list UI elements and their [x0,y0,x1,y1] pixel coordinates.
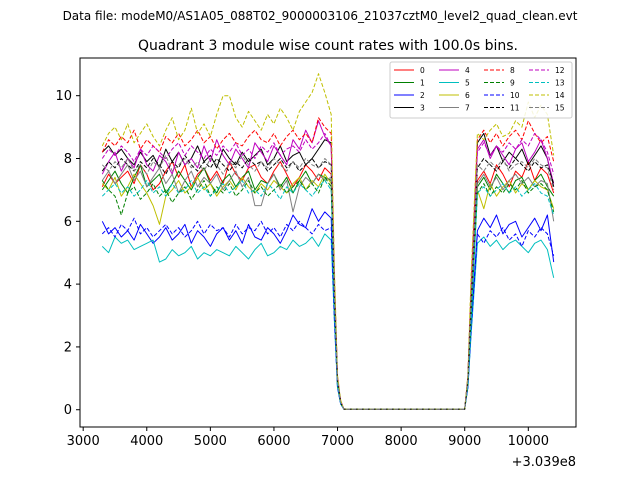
series-11-line [101,154,555,410]
x-tick-label: 8000 [385,434,418,449]
legend-label-2: 2 [420,91,425,100]
series-8-line [101,117,555,410]
legend-label-12: 12 [555,66,565,75]
ticks-layer: 3000 4000 5000 6000 7000 8000 9000 10000 0 2 4 6 8 10 [55,89,549,449]
legend-label-9: 9 [510,79,515,88]
x-offset-label: +3.039e8 [512,455,576,470]
y-tick-label: 2 [64,340,72,355]
legend-label-0: 0 [420,66,425,75]
legend-label-6: 6 [465,91,470,100]
y-tick-label: 4 [64,278,72,293]
legend-label-1: 1 [420,79,425,88]
series-5-line [101,233,555,410]
legend-label-11: 11 [510,104,520,113]
legend-label-15: 15 [555,104,565,113]
x-tick-label: 5000 [194,434,227,449]
plot-frame [79,57,577,428]
x-tick-label: 10000 [508,434,549,449]
x-tick-label: 4000 [130,434,163,449]
legend-label-8: 8 [510,66,515,75]
chart-title: Quadrant 3 module wise count rates with … [138,38,518,54]
legend-label-14: 14 [555,91,565,100]
x-tick-label: 7000 [321,434,354,449]
legend-label-13: 13 [555,79,565,88]
series-9-line [101,176,555,410]
y-tick-label: 8 [64,152,72,167]
x-tick-label: 6000 [257,434,290,449]
legend-box [389,61,573,119]
series-6-line [101,173,555,410]
series-14-line [101,73,555,410]
suptitle: Data file: modeM0/AS1A05_088T02_90000031… [63,9,578,23]
y-tick-label: 6 [64,215,72,230]
legend-label-3: 3 [420,104,425,113]
y-tick-label: 0 [64,403,72,418]
legend-label-10: 10 [510,91,520,100]
x-tick-label: 9000 [448,434,481,449]
legend-label-7: 7 [465,104,470,113]
legend-label-4: 4 [465,66,470,75]
series-layer [101,73,555,410]
x-tick-label: 3000 [67,434,100,449]
series-15-line [101,154,555,410]
series-10-line [101,217,555,410]
y-tick-label: 10 [55,89,72,104]
series-2-line [101,208,555,410]
legend-label-5: 5 [465,79,470,88]
